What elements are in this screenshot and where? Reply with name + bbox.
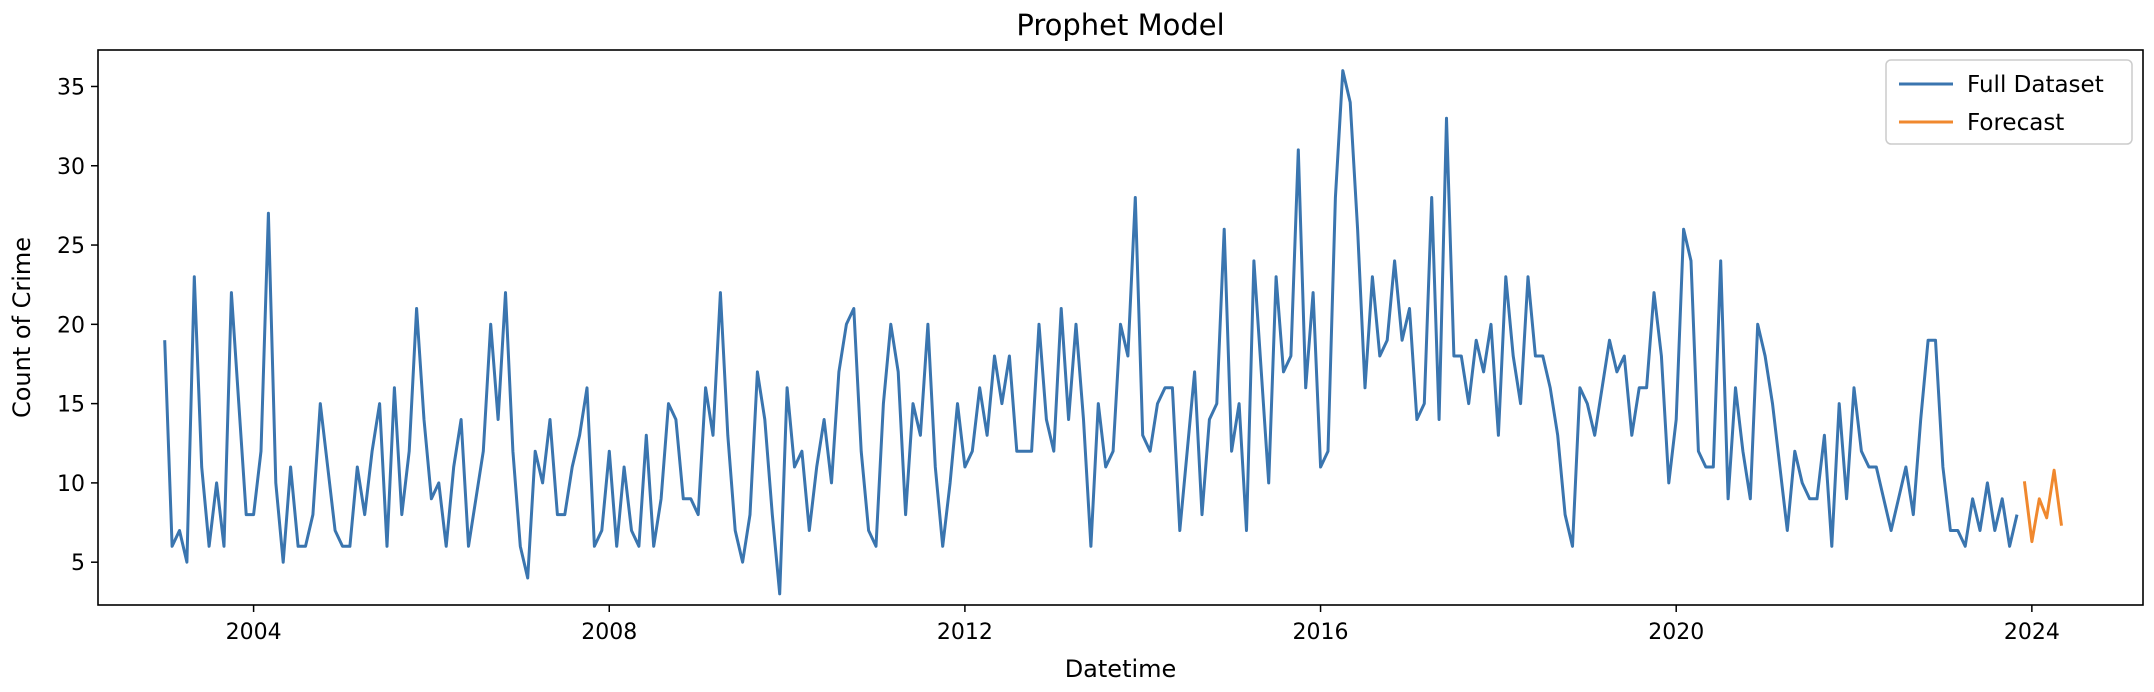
series-lines [163,69,2063,596]
x-tick-label: 2016 [1293,620,1349,645]
y-tick-label: 5 [71,551,85,576]
x-tick-label: 2024 [2004,620,2060,645]
x-tick-label: 2004 [226,620,282,645]
x-axis-ticks: 2004 2008 2012 2016 2020 2024 [226,605,2060,645]
x-tick-label: 2012 [937,620,993,645]
legend: Full Dataset Forecast [1885,59,2133,145]
y-axis-ticks: 5 10 15 20 25 30 35 [57,75,98,576]
y-axis-label: Count of Crime [8,237,36,418]
y-tick-label: 20 [57,313,85,338]
y-tick-label: 10 [57,472,85,497]
chart-title: Prophet Model [1016,8,1224,42]
y-tick-label: 25 [57,234,85,259]
legend-label-forecast: Forecast [1967,110,2064,136]
y-tick-label: 30 [57,155,85,180]
x-tick-label: 2008 [581,620,637,645]
plot-frame [97,49,2144,606]
y-tick-label: 35 [57,75,85,100]
series-line-full-dataset [163,69,2019,596]
y-tick-label: 15 [57,393,85,418]
series-line-forecast [2022,468,2063,544]
legend-label-full-dataset: Full Dataset [1967,72,2104,98]
x-tick-label: 2020 [1648,620,1704,645]
x-axis-label: Datetime [1065,655,1177,683]
